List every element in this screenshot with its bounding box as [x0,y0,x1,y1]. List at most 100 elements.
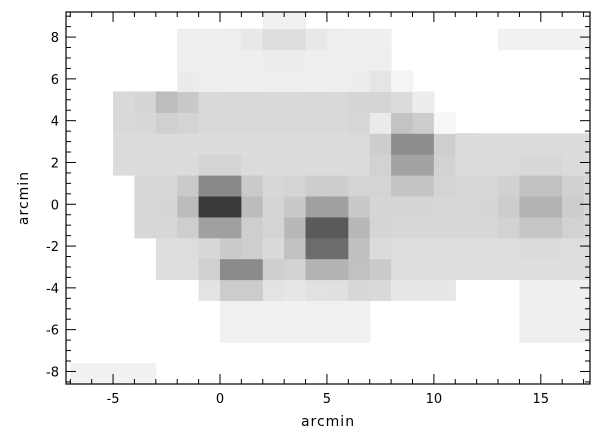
heatmap-cell [476,216,499,239]
heatmap-cell [241,175,264,197]
heatmap-cell [391,216,414,239]
heatmap-cell [91,363,114,385]
heatmap-cell [284,70,307,93]
heatmap-cell [241,321,264,343]
heatmap-cell [498,154,521,176]
heatmap-cell [369,237,392,260]
heatmap-cell [519,258,542,281]
heatmap-cell [198,28,221,51]
heatmap-cell [305,216,328,239]
heatmap-cell [519,195,542,218]
heatmap-cell [284,300,307,322]
heatmap-cell [540,258,563,281]
heatmap-cell [262,91,285,113]
heatmap-cell [219,237,242,260]
heatmap-cell [326,216,349,239]
heatmap-cell [369,279,392,302]
heatmap-cell [391,91,414,113]
x-axis-ticks: -5 0 5 10 15 [69,12,585,407]
heatmap-cell [177,112,200,134]
heatmap-cell [348,258,371,281]
heatmap-cell [219,175,242,197]
heatmap-cell [326,279,349,302]
heatmap-cell [305,258,328,281]
y-axis-label: arcmin [16,171,32,225]
heatmap-cell [540,279,563,302]
heatmap-cell [241,237,264,260]
heatmap-cell [476,154,499,176]
heatmap-cell [262,279,285,302]
heatmap-cell [177,49,200,72]
heatmap-cell [583,321,591,343]
heatmap-cell [348,91,371,113]
heatmap-cell [583,28,591,51]
heatmap-cell [198,258,221,281]
heatmap-cell [369,258,392,281]
heatmap-cell [284,91,307,113]
heatmap-cell [219,279,242,302]
heatmap-cell [305,154,328,176]
y-tick-label: -8 [46,365,59,380]
heatmap-cell [284,12,307,30]
heatmap-cell [562,216,585,239]
y-tick-label: 8 [51,31,59,46]
heatmap-cell [155,133,178,155]
heatmap-cell [155,216,178,239]
heatmap-cell [369,91,392,113]
heatmap-cell [455,133,478,155]
heatmap-cell [476,237,499,260]
heatmap-cell [348,133,371,155]
heatmap-cell [540,133,563,155]
heatmap-cell [155,195,178,218]
heatmap-cell [326,91,349,113]
heatmap-cell [326,300,349,322]
heatmap-cell [391,258,414,281]
heatmap-cell [134,154,157,176]
heatmap-cell [305,112,328,134]
heatmap-cell [177,216,200,239]
y-tick-label: -2 [46,240,59,255]
heatmap-cell [562,258,585,281]
heatmap-cell [455,216,478,239]
heatmap-cell [241,28,264,51]
heatmap-cell [455,154,478,176]
heatmap-cell [326,49,349,72]
heatmap-cell [498,175,521,197]
heatmap-cell [177,70,200,93]
heatmap-cell [391,175,414,197]
heatmap-cell [305,237,328,260]
y-tick-label: -6 [46,324,59,339]
heatmap-cell [305,175,328,197]
x-tick-label: 5 [323,392,331,407]
heatmap-cell [198,195,221,218]
heatmap-cell [369,133,392,155]
heatmap-cell [498,258,521,281]
heatmap-cell [348,49,371,72]
heatmap-cell [326,258,349,281]
heatmap-cell [540,195,563,218]
heatmap-cell [433,216,456,239]
heatmap-cell [262,112,285,134]
heatmap-cell [155,112,178,134]
heatmap-cell [412,112,435,134]
heatmap-cell [519,28,542,51]
heatmap-cell [391,112,414,134]
heatmap-cell [262,321,285,343]
heatmap-cell [177,195,200,218]
heatmap-cell [284,195,307,218]
heatmap-cell [241,133,264,155]
heatmap-cell [134,363,157,385]
heatmap-cell [391,70,414,93]
heatmap-cell [391,154,414,176]
heatmap-cell [519,133,542,155]
heatmap-cell [177,258,200,281]
heatmap-cell [134,133,157,155]
heatmap-cell [219,300,242,322]
heatmap-cell [412,195,435,218]
heatmap-cell [348,216,371,239]
heatmap-cell [583,133,591,155]
heatmap-cell [326,28,349,51]
heatmap-cell [498,195,521,218]
heatmap-cell [241,300,264,322]
heatmap-cell [198,70,221,93]
